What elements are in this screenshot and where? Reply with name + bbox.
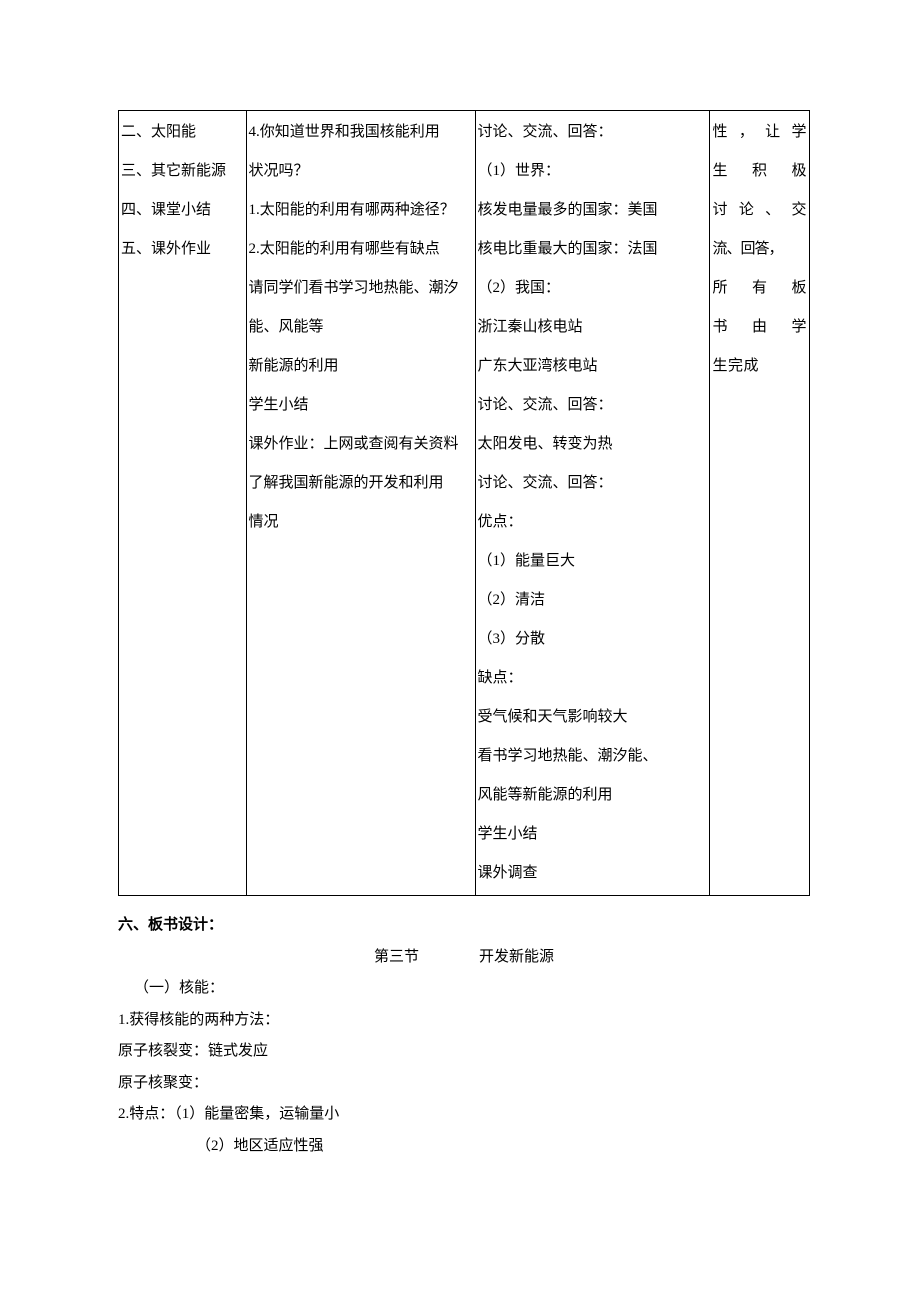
text-line: 4.你知道世界和我国核能利用 bbox=[249, 113, 473, 152]
text-line: 看书学习地热能、潮汐能、 bbox=[478, 737, 707, 776]
text-line: 风能等新能源的利用 bbox=[478, 776, 707, 815]
text-line: 广东大亚湾核电站 bbox=[478, 347, 707, 386]
text-line: 流、回答， bbox=[713, 230, 807, 269]
text-line: 五、课外作业 bbox=[121, 230, 244, 269]
text-line: 讨论、交 bbox=[713, 191, 807, 230]
title-left: 第三节 bbox=[374, 949, 419, 965]
text-line: 学生小结 bbox=[249, 386, 473, 425]
text-line: 太阳发电、转变为热 bbox=[478, 425, 707, 464]
cell-col3: 讨论、交流、回答： （1）世界： 核发电量最多的国家：美国 核电比重最大的国家：… bbox=[475, 111, 709, 896]
text-line: 优点： bbox=[478, 503, 707, 542]
text-line: 生积极 bbox=[713, 152, 807, 191]
board-design-section: 六、板书设计： 第三节 开发新能源 （一）核能： 1.获得核能的两种方法： 原子核… bbox=[118, 910, 810, 1162]
text-line: 1.获得核能的两种方法： bbox=[118, 1005, 810, 1037]
text-line: 四、课堂小结 bbox=[121, 191, 244, 230]
text-line: （2）地区适应性强 bbox=[118, 1131, 810, 1163]
text-line: 能、风能等 bbox=[249, 308, 473, 347]
cell-col4: 性，让学 生积极 讨论、交 流、回答， 所有板 书由学 生完成 bbox=[709, 111, 809, 896]
text-line: 性，让学 bbox=[713, 113, 807, 152]
text-line: 三、其它新能源 bbox=[121, 152, 244, 191]
text-line: 讨论、交流、回答： bbox=[478, 386, 707, 425]
text-line: 所有板 bbox=[713, 269, 807, 308]
text-line: 状况吗？ bbox=[249, 152, 473, 191]
title-right: 开发新能源 bbox=[479, 949, 554, 965]
text-line: 缺点： bbox=[478, 659, 707, 698]
text-line: （1）能量巨大 bbox=[478, 542, 707, 581]
text-line: 讨论、交流、回答： bbox=[478, 113, 707, 152]
cell-col2: 4.你知道世界和我国核能利用 状况吗？ 1.太阳能的利用有哪两种途径？ 2.太阳… bbox=[246, 111, 475, 896]
text-line: （3）分散 bbox=[478, 620, 707, 659]
text-line: 了解我国新能源的开发和利用 bbox=[249, 464, 473, 503]
page-root: 二、太阳能 三、其它新能源 四、课堂小结 五、课外作业 4.你知道世界和我国核能… bbox=[0, 0, 920, 1202]
text-line: 原子核聚变： bbox=[118, 1068, 810, 1100]
text-line: 新能源的利用 bbox=[249, 347, 473, 386]
text-line: 核发电量最多的国家：美国 bbox=[478, 191, 707, 230]
text-line: 讨论、交流、回答： bbox=[478, 464, 707, 503]
text-line: （2）清洁 bbox=[478, 581, 707, 620]
text-line: 原子核裂变：链式发应 bbox=[118, 1036, 810, 1068]
text-line: 1.太阳能的利用有哪两种途径？ bbox=[249, 191, 473, 230]
lesson-table: 二、太阳能 三、其它新能源 四、课堂小结 五、课外作业 4.你知道世界和我国核能… bbox=[118, 110, 810, 896]
text-line: （1）世界： bbox=[478, 152, 707, 191]
text-line: 请同学们看书学习地热能、潮汐 bbox=[249, 269, 473, 308]
text-line: 二、太阳能 bbox=[121, 113, 244, 152]
text-line: 受气候和天气影响较大 bbox=[478, 698, 707, 737]
text-line: 课外作业：上网或查阅有关资料 bbox=[249, 425, 473, 464]
text-line: （一）核能： bbox=[118, 973, 810, 1005]
section-heading: 六、板书设计： bbox=[118, 910, 810, 942]
text-line: 课外调查 bbox=[478, 854, 707, 893]
text-line: 学生小结 bbox=[478, 815, 707, 854]
text-line: 浙江秦山核电站 bbox=[478, 308, 707, 347]
text-line: 情况 bbox=[249, 503, 473, 542]
section-title: 第三节 开发新能源 bbox=[118, 942, 810, 974]
text-line: 生完成 bbox=[713, 347, 807, 386]
text-line: 书由学 bbox=[713, 308, 807, 347]
text-line: 2.太阳能的利用有哪些有缺点 bbox=[249, 230, 473, 269]
text-line: 2.特点：（1）能量密集，运输量小 bbox=[118, 1099, 810, 1131]
table-row: 二、太阳能 三、其它新能源 四、课堂小结 五、课外作业 4.你知道世界和我国核能… bbox=[119, 111, 810, 896]
text-line: 核电比重最大的国家：法国 bbox=[478, 230, 707, 269]
cell-col1: 二、太阳能 三、其它新能源 四、课堂小结 五、课外作业 bbox=[119, 111, 247, 896]
text-line: （2）我国： bbox=[478, 269, 707, 308]
